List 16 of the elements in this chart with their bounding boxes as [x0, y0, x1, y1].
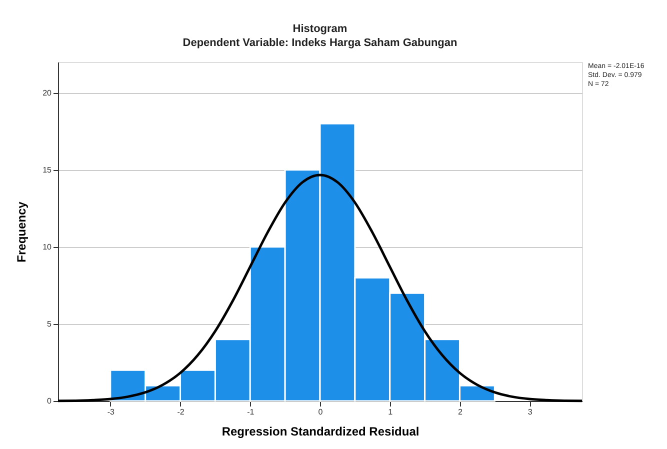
- y-axis-title: Frequency: [14, 201, 29, 262]
- x-tick-label: -2: [177, 408, 185, 416]
- x-tick-label: -1: [247, 408, 255, 416]
- x-tick-label: -3: [107, 408, 115, 416]
- y-tick-label: 0: [47, 396, 52, 406]
- chart-title: Histogram: [292, 23, 348, 35]
- y-tick-label: 10: [42, 242, 52, 252]
- x-tick-label: 0: [318, 408, 324, 416]
- y-tick-label: 20: [42, 88, 52, 98]
- x-axis-title: Regression Standardized Residual: [222, 424, 420, 438]
- x-tick-label: 1: [388, 408, 394, 416]
- x-tick-label: 2: [458, 408, 464, 416]
- x-tick-label: 3: [528, 408, 533, 416]
- y-tick-label: 15: [42, 165, 52, 174]
- y-tick-label: 5: [47, 319, 52, 328]
- chart-subtitle: Dependent Variable: Indeks Harga Saham Gabungan: [182, 37, 458, 49]
